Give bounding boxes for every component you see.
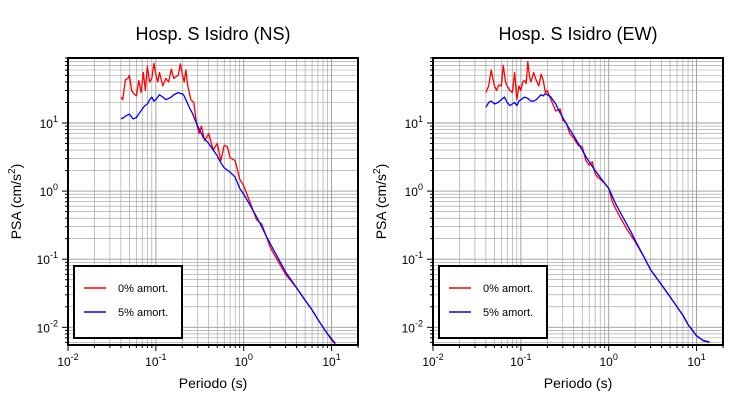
y-axis-label: PSA (cm/s2) — [7, 164, 24, 240]
x-tick-label: 101 — [687, 352, 705, 369]
legend-label-1: 5% amort. — [118, 307, 168, 319]
plot-frame — [427, 57, 724, 351]
x-tick-label: 10-2 — [57, 352, 78, 369]
chart-title: Hosp. S Isidro (NS) — [135, 24, 290, 44]
y-tick-label: 101 — [405, 114, 423, 131]
y-tick-label: 10-2 — [37, 318, 58, 335]
legend: 0% amort. 5% amort. — [73, 265, 183, 339]
grid — [67, 57, 359, 345]
legend-label-0: 0% amort. — [483, 283, 533, 295]
y-tick-label: 10-1 — [402, 250, 423, 267]
x-axis-label: Periodo (s) — [544, 375, 612, 391]
series-group — [485, 60, 710, 344]
x-tick-label: 10-1 — [510, 352, 531, 369]
y-tick-label: 101 — [40, 114, 58, 131]
x-tick-label: 100 — [235, 352, 253, 369]
legend-label-1: 5% amort. — [483, 307, 533, 319]
y-tick-label: 100 — [40, 182, 58, 199]
x-tick-label: 10-1 — [145, 352, 166, 369]
x-tick-label: 100 — [600, 352, 618, 369]
y-axis-label: PSA (cm/s2) — [372, 164, 389, 240]
series-line-0 — [120, 62, 336, 345]
y-tick-label: 10-2 — [402, 318, 423, 335]
plot-frame — [62, 57, 359, 351]
y-tick-label: 100 — [405, 182, 423, 199]
legend: 0% amort. 5% amort. — [438, 265, 548, 339]
legend-label-0: 0% amort. — [118, 283, 168, 295]
chart-panel-1: 10-2 10-1 100 101 10-2 10-1 100 101 Hosp. S Isid… — [372, 24, 724, 391]
chart-title: Hosp. S Isidro (EW) — [498, 24, 657, 44]
series-line-1 — [120, 91, 336, 344]
x-tick-label: 10-2 — [422, 352, 443, 369]
x-axis-label: Periodo (s) — [179, 375, 247, 391]
series-line-1 — [485, 92, 710, 343]
x-tick-label: 101 — [322, 352, 340, 369]
chart-panel-0: 10-2 10-1 100 101 10-2 10-1 100 101 Hosp. S Isid… — [7, 24, 359, 391]
y-tick-label: 10-1 — [37, 250, 58, 267]
series-group — [120, 62, 336, 345]
